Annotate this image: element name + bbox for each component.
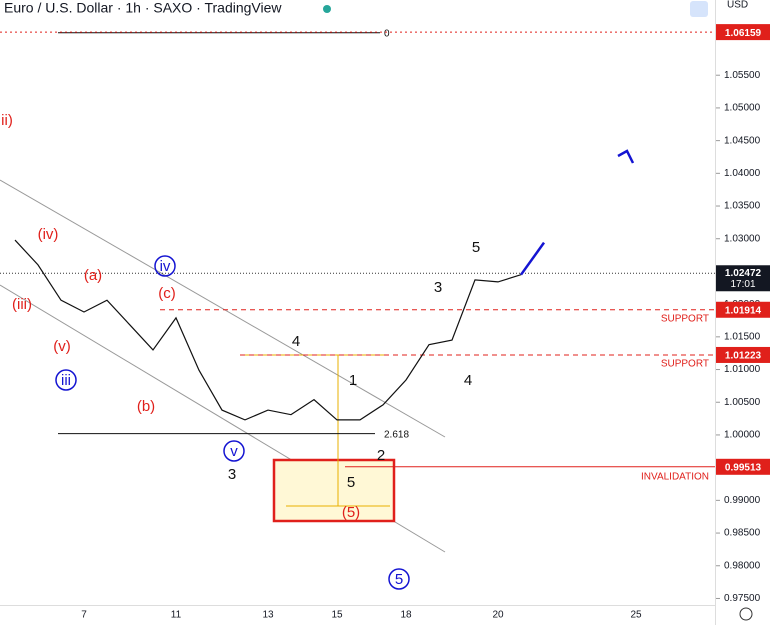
wave-label: 3 bbox=[434, 279, 442, 296]
wave-label: 4 bbox=[464, 372, 472, 389]
y-tick-label: 1.00000 bbox=[724, 430, 761, 441]
y-tick-label: 1.01000 bbox=[724, 364, 761, 375]
toolbar-button[interactable] bbox=[690, 1, 708, 17]
y-tick-label: 0.98500 bbox=[724, 528, 761, 539]
y-tick-label: 1.00500 bbox=[724, 397, 761, 408]
status-dot bbox=[323, 5, 331, 13]
price-label: 1.06159 bbox=[725, 28, 762, 39]
price-line bbox=[14, 239, 522, 421]
y-tick-label: 1.04000 bbox=[724, 168, 761, 179]
price-label: 0.99513 bbox=[725, 462, 762, 473]
x-tick-label: 25 bbox=[630, 610, 642, 621]
level-text: SUPPORT bbox=[661, 313, 709, 324]
price-label: 1.02472 bbox=[725, 268, 762, 279]
price-time: 17:01 bbox=[730, 279, 755, 290]
wave-label: 5 bbox=[347, 474, 355, 491]
price-label-box bbox=[716, 301, 770, 318]
wave-label: (5) bbox=[342, 504, 360, 521]
x-tick-label: 13 bbox=[262, 610, 274, 621]
wave-label: 5 bbox=[395, 571, 403, 588]
price-label-box bbox=[716, 458, 770, 475]
wave-label: 3 bbox=[228, 466, 236, 483]
y-tick-label: 0.97500 bbox=[724, 593, 761, 604]
wave-label: 2 bbox=[377, 447, 385, 464]
price-label: 1.01914 bbox=[725, 305, 762, 316]
currency: USD bbox=[727, 0, 748, 11]
y-tick-label: 0.98000 bbox=[724, 560, 761, 571]
wave-circle bbox=[154, 255, 176, 277]
fib-label: 0 bbox=[384, 28, 390, 39]
price-label-box bbox=[716, 24, 770, 41]
x-tick-label: 20 bbox=[492, 610, 504, 621]
wave-label: iii bbox=[61, 372, 71, 389]
target-box bbox=[272, 458, 396, 523]
price-label-box bbox=[716, 265, 770, 292]
level-text: SUPPORT bbox=[661, 359, 709, 370]
chart-title: Euro / U.S. Dollar · 1h · SAXO · Trading… bbox=[4, 0, 282, 16]
y-tick-label: 1.03500 bbox=[724, 201, 761, 212]
wave-label: v bbox=[230, 443, 238, 460]
wave-label: ii) bbox=[1, 112, 13, 129]
channel-line bbox=[0, 179, 446, 438]
wave-circle bbox=[223, 440, 245, 462]
arrow-head bbox=[617, 149, 635, 164]
y-tick-label: 1.03000 bbox=[724, 233, 761, 244]
wave-label: (b) bbox=[137, 398, 155, 415]
level-text: INVALIDATION bbox=[641, 471, 709, 482]
wave-label: (iv) bbox=[38, 226, 59, 243]
y-tick-label: 1.01500 bbox=[724, 331, 761, 342]
x-tick-label: 15 bbox=[331, 610, 343, 621]
wave-circle bbox=[388, 568, 410, 590]
wave-circle bbox=[55, 369, 77, 391]
x-tick-label: 7 bbox=[81, 610, 87, 621]
wave-label: (c) bbox=[158, 285, 176, 302]
wave-label: 4 bbox=[292, 333, 300, 350]
wave-label: iv bbox=[160, 258, 171, 275]
wave-label: (v) bbox=[53, 338, 71, 355]
price-label: 1.01223 bbox=[725, 351, 762, 362]
wave-label: 1 bbox=[349, 372, 357, 389]
wave-label: (a) bbox=[84, 267, 102, 284]
y-tick-label: 1.04500 bbox=[724, 135, 761, 146]
fib-label: 2.618 bbox=[384, 429, 409, 440]
y-tick-label: 1.05000 bbox=[724, 103, 761, 114]
x-tick-label: 11 bbox=[171, 610, 182, 621]
wave-label: (iii) bbox=[12, 296, 32, 313]
settings-icon[interactable] bbox=[739, 607, 753, 621]
y-tick-label: 1.05500 bbox=[724, 70, 761, 81]
price-label-box bbox=[716, 346, 770, 363]
wave-label: 5 bbox=[472, 239, 480, 256]
y-tick-label: 0.99000 bbox=[724, 495, 761, 506]
x-tick-label: 18 bbox=[400, 610, 412, 621]
